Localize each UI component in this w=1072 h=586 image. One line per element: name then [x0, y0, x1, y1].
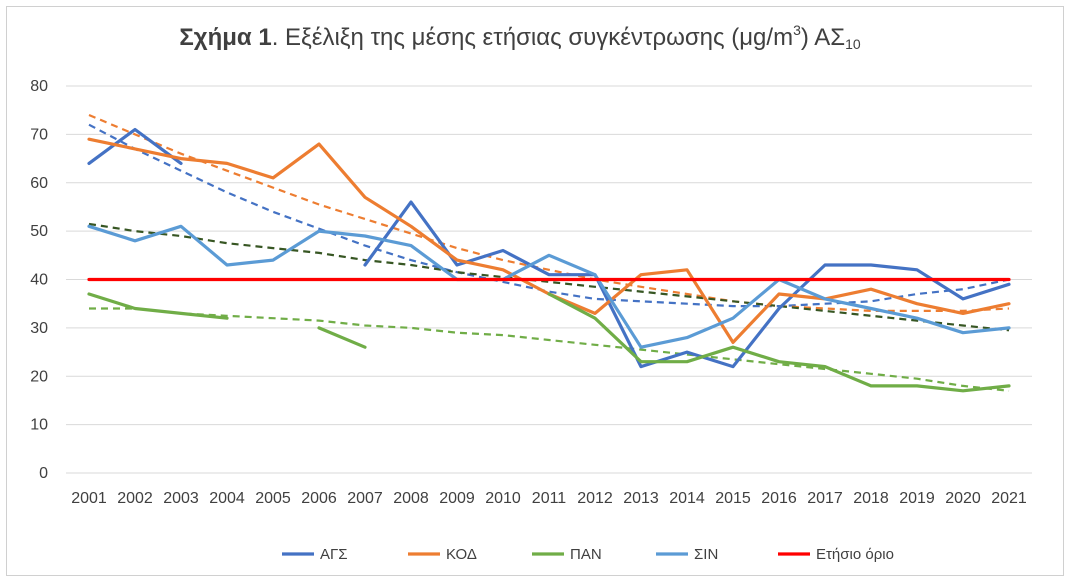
x-tick-label: 2013: [623, 490, 659, 507]
x-tick-label: 2009: [439, 490, 475, 507]
legend-label-ΚΟΔ: ΚΟΔ: [446, 546, 477, 563]
series-line-ΣΙΝ: [87, 224, 1011, 349]
series-line-ΑΓΣ: [363, 200, 1011, 369]
x-tick-label: 2016: [761, 490, 797, 507]
x-tick-label: 2021: [991, 490, 1027, 507]
title-superscript: 3: [793, 22, 801, 38]
series-line-ΠΑΝ: [547, 292, 1011, 393]
x-tick-label: 2004: [209, 490, 245, 507]
series-line-ΠΑΝ: [317, 326, 367, 349]
series-line-ΠΑΝ: [87, 292, 229, 320]
chart-title: Σχήμα 1. Εξέλιξη της μέσης ετήσιας συγκέ…: [0, 22, 1040, 52]
trendline-ΑΓΣ: [88, 123, 1010, 308]
x-tick-label: 2007: [347, 490, 383, 507]
x-tick-label: 2015: [715, 490, 751, 507]
x-tick-label: 2001: [71, 490, 107, 507]
title-after: ) ΑΣ: [800, 24, 846, 51]
series-line-ΑΓΣ: [87, 127, 183, 165]
x-tick-label: 2002: [117, 490, 153, 507]
x-tick-label: 2020: [945, 490, 981, 507]
x-tick-label: 2011: [532, 490, 567, 507]
x-tick-label: 2012: [577, 490, 613, 507]
x-tick-label: 2006: [301, 490, 337, 507]
y-tick-label: 70: [30, 126, 48, 143]
x-tick-label: 2019: [899, 490, 935, 507]
legend-label-Ετήσιο όριο: Ετήσιο όριο: [816, 546, 894, 563]
legend: ΑΓΣ ΚΟΔ ΠΑΝ ΣΙΝ Ετήσιο όριο: [282, 546, 894, 563]
title-figure-label: Σχήμα 1: [179, 24, 272, 51]
title-text: . Εξέλιξη της μέσης ετήσιας συγκέντρωσης…: [271, 24, 794, 51]
trendline-overall: [88, 222, 1010, 332]
y-tick-label: 40: [30, 272, 48, 289]
x-tick-label: 2003: [163, 490, 199, 507]
x-tick-label: 2018: [853, 490, 889, 507]
trendline-ΚΟΔ: [88, 113, 1010, 312]
x-tick-label: 2010: [485, 490, 521, 507]
trendline-ΠΑΝ: [89, 307, 1010, 392]
x-tick-label: 2008: [393, 490, 429, 507]
chart-frame: [6, 6, 1064, 576]
legend-label-ΠΑΝ: ΠΑΝ: [570, 546, 602, 563]
y-tick-label: 30: [30, 320, 48, 337]
legend-label-ΣΙΝ: ΣΙΝ: [694, 546, 718, 563]
y-tick-label: 50: [30, 223, 48, 240]
y-tick-label: 20: [30, 368, 48, 385]
x-tick-label: 2005: [255, 490, 291, 507]
y-tick-label: 80: [30, 78, 48, 95]
legend-label-ΑΓΣ: ΑΓΣ: [320, 546, 348, 563]
y-tick-label: 10: [30, 417, 48, 434]
y-tick-label: 0: [39, 465, 48, 482]
title-subscript: 10: [845, 36, 861, 52]
y-tick-label: 60: [30, 175, 48, 192]
x-tick-label: 2017: [807, 490, 843, 507]
x-tick-label: 2014: [669, 490, 705, 507]
